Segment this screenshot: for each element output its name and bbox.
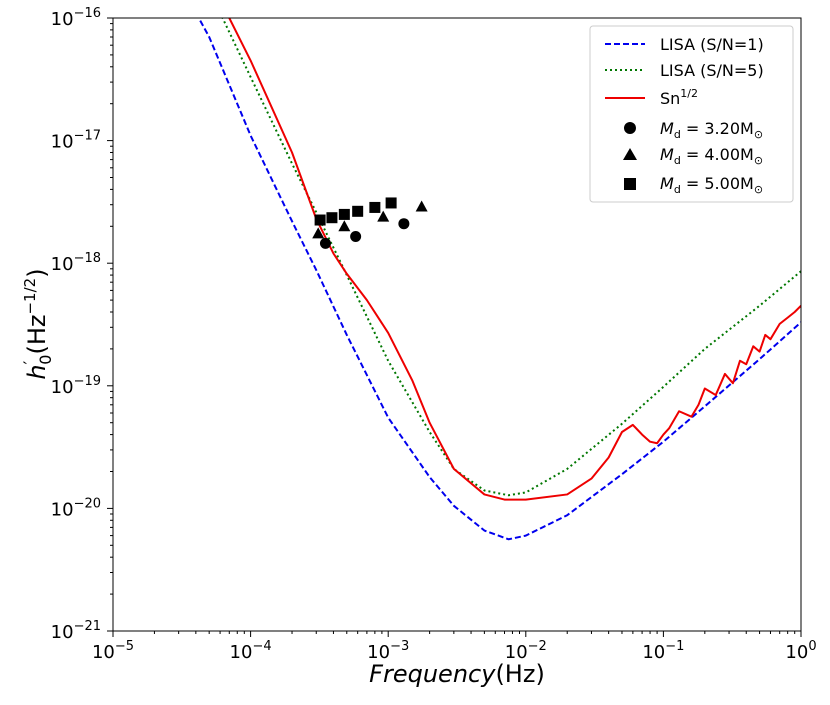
y-axis-label-unit-suffix: ) xyxy=(23,268,51,277)
series-line-sn-1-2 xyxy=(228,18,801,501)
legend-marker-square xyxy=(624,178,636,190)
legend-md-symbol: M xyxy=(660,145,674,164)
legend-md-unit: M xyxy=(740,145,754,164)
legend-md-sub: d xyxy=(674,183,681,196)
y-tick-label: 10−20 xyxy=(51,496,101,520)
x-tick-base: 10 xyxy=(642,642,665,663)
data-point-circle xyxy=(398,218,410,230)
y-tick-base: 10 xyxy=(51,132,74,153)
legend-md-symbol: M xyxy=(660,119,674,138)
legend: LISA (S/N=1) LISA (S/N=5) Sn1/2 Md = 3.2… xyxy=(589,25,794,203)
plot-frame xyxy=(112,17,802,632)
data-point-square xyxy=(352,205,364,217)
y-tick-base: 10 xyxy=(51,499,74,520)
data-point-square xyxy=(314,214,326,226)
legend-md-unit: M xyxy=(740,174,754,193)
legend-label-md-500: Md = 5.00M⊙ xyxy=(660,174,763,196)
y-axis-label: h′0(Hz−1/2) xyxy=(20,268,55,379)
x-tick-label: 10−3 xyxy=(367,639,409,663)
data-point-square xyxy=(326,212,338,224)
legend-md-symbol: M xyxy=(660,174,674,193)
y-tick-label: 10−17 xyxy=(51,129,101,153)
legend-md-unit: M xyxy=(740,119,754,138)
y-axis-label-unit-exp: −1/2 xyxy=(21,278,39,315)
x-axis-label-unit: (Hz) xyxy=(495,660,544,688)
data-point-square xyxy=(369,201,381,213)
data-point-triangle xyxy=(338,220,351,232)
legend-label-lisa-sn5: LISA (S/N=5) xyxy=(660,61,764,80)
x-tick-exp: −2 xyxy=(528,639,547,654)
series-line-lisa-s-n-1 xyxy=(197,18,801,541)
y-tick-exp: −17 xyxy=(74,129,101,144)
legend-label-md-400: Md = 4.00M⊙ xyxy=(660,145,763,167)
legend-md-unit-sub: ⊙ xyxy=(754,183,763,196)
x-tick-base: 10 xyxy=(230,642,253,663)
data-point-triangle xyxy=(377,210,390,222)
legend-label-md-320: Md = 3.20M⊙ xyxy=(660,119,763,141)
y-tick-label: 10−19 xyxy=(51,374,101,398)
data-point-triangle xyxy=(415,200,428,212)
x-tick-label: 10−4 xyxy=(230,639,272,663)
x-tick-base: 10 xyxy=(505,642,528,663)
y-tick-label: 10−16 xyxy=(51,6,101,30)
y-tick-base: 10 xyxy=(51,377,74,398)
legend-md-sub: d xyxy=(674,128,681,141)
y-tick-exp: −20 xyxy=(74,496,101,511)
y-tick-exp: −19 xyxy=(74,374,101,389)
x-axis-label-italic: Frequency xyxy=(369,660,496,688)
x-tick-base: 10 xyxy=(785,642,808,663)
data-point-triangle xyxy=(312,227,325,239)
y-tick-base: 10 xyxy=(51,9,74,30)
x-tick-exp: −4 xyxy=(252,639,271,654)
y-tick-label: 10−21 xyxy=(51,619,101,643)
y-tick-label: 10−18 xyxy=(51,251,101,275)
legend-md-unit-sub: ⊙ xyxy=(754,128,763,141)
series-layer xyxy=(197,18,801,541)
y-tick-exp: −16 xyxy=(74,6,101,21)
legend-label-sn-exp: 1/2 xyxy=(680,87,698,100)
legend-md-unit-sub: ⊙ xyxy=(754,154,763,167)
legend-label-lisa-sn1: LISA (S/N=1) xyxy=(660,35,764,54)
y-tick-exp: −18 xyxy=(74,251,101,266)
y-axis-label-symbol: h xyxy=(23,364,51,379)
legend-marker-triangle xyxy=(623,148,637,160)
y-axis-label-sub: 0 xyxy=(36,355,55,365)
x-tick-exp: −1 xyxy=(665,639,684,654)
ticks-layer: 10−5 10−4 10−3 10−2 10−1 10010−2110−2010−1910… xyxy=(51,6,817,663)
x-tick-exp: −5 xyxy=(115,639,134,654)
y-tick-base: 10 xyxy=(51,622,74,643)
x-tick-label: 10−5 xyxy=(92,639,134,663)
x-tick-label: 100 xyxy=(785,639,816,663)
x-tick-base: 10 xyxy=(92,642,115,663)
legend-md-value: 3.20 xyxy=(704,119,740,138)
legend-md-eq: = xyxy=(681,119,705,138)
legend-md-value: 4.00 xyxy=(704,145,740,164)
x-tick-label: 10−1 xyxy=(642,639,684,663)
data-point-circle xyxy=(350,231,362,243)
x-tick-exp: 0 xyxy=(808,639,816,654)
y-tick-exp: −21 xyxy=(74,619,101,634)
data-point-circle xyxy=(319,237,331,249)
y-axis-label-unit-prefix: (Hz xyxy=(23,315,51,355)
legend-label-sn-base: Sn xyxy=(660,89,680,108)
legend-md-eq: = xyxy=(681,174,705,193)
y-tick-base: 10 xyxy=(51,254,74,275)
legend-marker-circle xyxy=(624,122,636,134)
legend-label-sn: Sn1/2 xyxy=(660,87,698,108)
x-axis-label: Frequency(Hz) xyxy=(369,660,545,688)
x-tick-exp: −3 xyxy=(390,639,409,654)
x-tick-label: 10−2 xyxy=(505,639,547,663)
legend-md-eq: = xyxy=(681,145,705,164)
legend-md-value: 5.00 xyxy=(704,174,740,193)
data-point-square xyxy=(338,208,350,220)
x-tick-base: 10 xyxy=(367,642,390,663)
data-point-square xyxy=(385,197,397,209)
y-axis-label-prime: ′ xyxy=(20,360,39,364)
series-line-lisa-s-n-5 xyxy=(221,18,801,497)
legend-md-sub: d xyxy=(674,154,681,167)
